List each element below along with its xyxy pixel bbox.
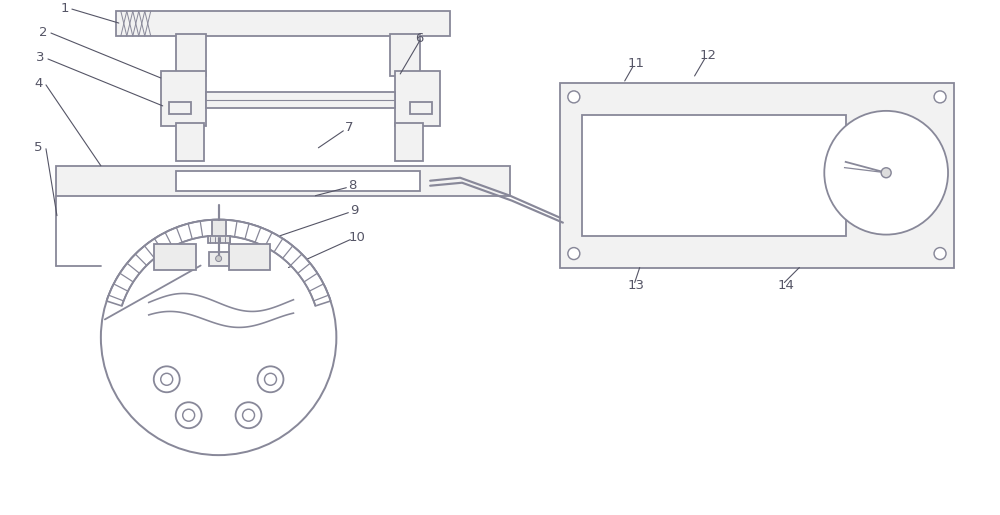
Circle shape bbox=[881, 168, 891, 178]
Text: 14: 14 bbox=[777, 279, 794, 292]
Text: 8: 8 bbox=[348, 179, 357, 192]
Bar bbox=[229, 244, 270, 269]
Circle shape bbox=[934, 248, 946, 260]
Circle shape bbox=[934, 91, 946, 103]
Circle shape bbox=[824, 111, 948, 235]
Bar bbox=[209, 251, 229, 266]
Circle shape bbox=[101, 219, 336, 455]
Circle shape bbox=[161, 373, 173, 385]
Circle shape bbox=[568, 91, 580, 103]
Bar bbox=[390, 34, 420, 76]
Circle shape bbox=[258, 366, 283, 392]
Text: 7: 7 bbox=[345, 122, 354, 134]
Circle shape bbox=[265, 373, 276, 385]
Circle shape bbox=[236, 402, 262, 428]
Bar bbox=[154, 244, 196, 269]
Bar bbox=[176, 171, 420, 191]
Text: 13: 13 bbox=[628, 279, 645, 292]
Text: 5: 5 bbox=[34, 141, 43, 154]
Circle shape bbox=[183, 409, 195, 421]
Text: 1: 1 bbox=[61, 2, 69, 14]
Polygon shape bbox=[107, 220, 331, 306]
Text: 11: 11 bbox=[628, 58, 645, 71]
Bar bbox=[56, 166, 510, 196]
Circle shape bbox=[216, 255, 222, 262]
Bar bbox=[212, 219, 226, 237]
Bar bbox=[582, 115, 846, 235]
Text: 2: 2 bbox=[39, 26, 47, 39]
Text: 4: 4 bbox=[34, 77, 42, 91]
Bar bbox=[410, 102, 432, 114]
Bar bbox=[206, 92, 395, 108]
Text: 3: 3 bbox=[36, 52, 45, 64]
Circle shape bbox=[568, 248, 580, 260]
Bar bbox=[176, 34, 206, 76]
Text: 12: 12 bbox=[700, 49, 717, 62]
Text: 9: 9 bbox=[350, 204, 359, 217]
Text: 6: 6 bbox=[415, 31, 424, 44]
Circle shape bbox=[176, 402, 202, 428]
Circle shape bbox=[243, 409, 255, 421]
Bar bbox=[169, 102, 191, 114]
Bar bbox=[176, 123, 204, 161]
Text: 10: 10 bbox=[348, 231, 365, 244]
Bar bbox=[560, 83, 954, 267]
Bar bbox=[116, 11, 450, 36]
Circle shape bbox=[154, 366, 180, 392]
Bar bbox=[395, 123, 423, 161]
Bar bbox=[395, 71, 440, 126]
Bar bbox=[208, 235, 230, 243]
Bar bbox=[161, 71, 206, 126]
